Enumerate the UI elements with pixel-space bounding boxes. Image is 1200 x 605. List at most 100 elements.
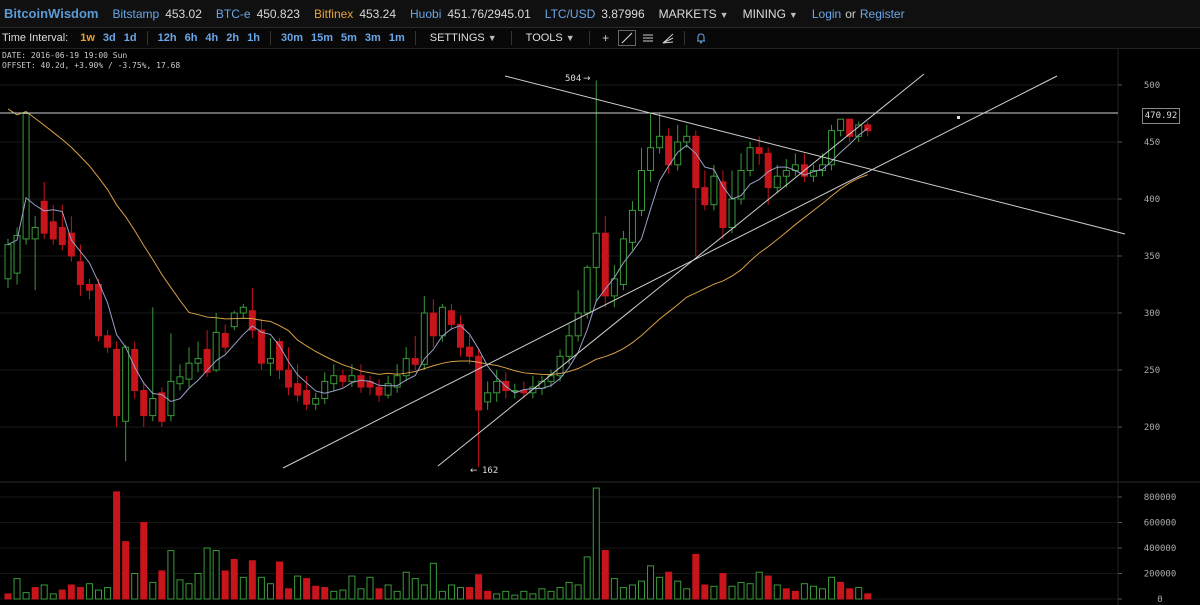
candle-body (683, 135, 691, 143)
market-btce-name[interactable]: BTC-e (215, 6, 251, 21)
chart-toolbar: Time Interval: 1w 3d 1d 12h 6h 4h 2h 1h … (0, 28, 1200, 49)
candle-body (312, 398, 320, 405)
markets-menu[interactable]: MARKETS ▼ (659, 7, 729, 21)
volume-bar (547, 590, 555, 600)
candle-body (420, 312, 428, 365)
bell-glyph (696, 33, 705, 44)
candle-body (429, 312, 437, 337)
volume-bar (167, 550, 175, 600)
interval-1d[interactable]: 1d (123, 32, 137, 44)
arrow-right-icon: → (583, 74, 591, 84)
candle-body (248, 310, 256, 331)
volume-axis: 0 200000 400000 600000 800000 (1118, 493, 1176, 605)
volume-bar (475, 574, 483, 600)
market-ltcusd-name[interactable]: LTC/USD (544, 6, 596, 21)
candle-body (592, 232, 600, 268)
candle-body (122, 346, 130, 422)
interval-1h[interactable]: 1h (247, 32, 260, 44)
crosshair-tool-icon[interactable]: + (602, 31, 610, 45)
candle-body (239, 306, 247, 314)
interval-5m[interactable]: 5m (341, 32, 357, 44)
candle-body (737, 170, 745, 200)
interval-4h[interactable]: 4h (205, 32, 219, 44)
candle-body (104, 335, 112, 348)
candle-body (782, 170, 790, 177)
price-tick-label: 350 (1144, 252, 1160, 262)
moving-average-slow (7, 108, 868, 376)
mining-menu-label: MINING (742, 6, 786, 21)
volume-bar (628, 584, 636, 600)
interval-6h[interactable]: 6h (184, 32, 198, 44)
volume-bar (429, 562, 437, 600)
volume-bar (457, 587, 464, 600)
volume-bar (565, 581, 573, 600)
horizontal-lines-tool-icon[interactable] (640, 31, 656, 45)
volume-bar (755, 571, 763, 600)
volume-tick-label: 600000 (1144, 519, 1177, 529)
toolbar-divider (146, 31, 148, 45)
volume-bar (104, 587, 112, 600)
site-logo[interactable]: BitcoinWisdom (4, 6, 99, 21)
volume-bar (4, 593, 12, 600)
bell-icon[interactable] (693, 31, 709, 45)
volume-bar (520, 590, 528, 600)
tools-menu[interactable]: TOOLS ▼ (526, 32, 575, 44)
volume-bar (348, 575, 356, 600)
interval-15m[interactable]: 15m (310, 32, 334, 44)
interval-3d[interactable]: 3d (102, 32, 116, 44)
price-axis: 200 250 300 350 400 450 500 (1118, 81, 1160, 433)
volume-bar (828, 576, 836, 600)
candle-body (674, 141, 682, 166)
interval-3m[interactable]: 3m (364, 32, 381, 44)
volume-bar (773, 584, 781, 600)
fibonacci-fan-tool-icon[interactable] (660, 31, 676, 45)
candle-body (846, 118, 854, 137)
chevron-down-icon: ▼ (719, 9, 729, 20)
volume-bar (113, 491, 121, 600)
volume-bar (493, 593, 501, 600)
top-market-bar: BitcoinWisdom Bitstamp 453.02 BTC-e 450.… (0, 0, 1200, 28)
market-bitfinex-name[interactable]: Bitfinex (313, 6, 354, 21)
candle-body (384, 383, 392, 396)
interval-30m[interactable]: 30m (280, 32, 303, 44)
price-chart[interactable]: 200 250 300 350 400 450 500 0 200000 400000 60000… (0, 48, 1200, 605)
volume-bar (538, 588, 546, 600)
candle-body (348, 375, 356, 382)
interval-12h[interactable]: 12h (157, 32, 177, 44)
drawing-handle[interactable] (957, 116, 960, 119)
market-huobi-name[interactable]: Huobi (410, 6, 442, 21)
login-link[interactable]: Login (811, 6, 842, 21)
candle-body (692, 135, 700, 189)
price-tick-label: 400 (1144, 195, 1160, 205)
candle-body (701, 187, 709, 206)
register-link[interactable]: Register (859, 6, 905, 21)
candle-body (628, 209, 636, 243)
volume-bar (529, 593, 537, 600)
volume-bar (601, 550, 609, 600)
time-interval-label: Time Interval: (2, 32, 69, 44)
candle-body (266, 358, 274, 364)
candle-body (601, 232, 609, 297)
volume-bar (638, 580, 645, 600)
or-text: or (845, 6, 856, 21)
volume-bar (710, 585, 718, 600)
volume-bar (674, 580, 682, 600)
volume-bar (610, 578, 618, 600)
candle-body (746, 147, 754, 171)
interval-1m[interactable]: 1m (388, 32, 405, 44)
market-bitstamp-name[interactable]: Bitstamp (112, 6, 160, 21)
market-bitfinex-price: 453.24 (359, 6, 397, 21)
market-ltcusd-price: 3.87996 (601, 6, 645, 21)
volume-bar (239, 576, 247, 600)
settings-menu[interactable]: SETTINGS ▼ (430, 32, 497, 44)
trendline-tool-icon[interactable] (617, 30, 636, 46)
candle-body (67, 232, 75, 257)
volume-bar (31, 587, 39, 600)
interval-2h[interactable]: 2h (226, 32, 240, 44)
markets-menu-label: MARKETS (658, 6, 717, 21)
interval-1w[interactable]: 1w (80, 32, 95, 44)
mining-menu[interactable]: MINING ▼ (743, 7, 798, 21)
volume-bar (375, 588, 383, 600)
candle-body (212, 331, 220, 371)
volume-bar (665, 571, 673, 600)
